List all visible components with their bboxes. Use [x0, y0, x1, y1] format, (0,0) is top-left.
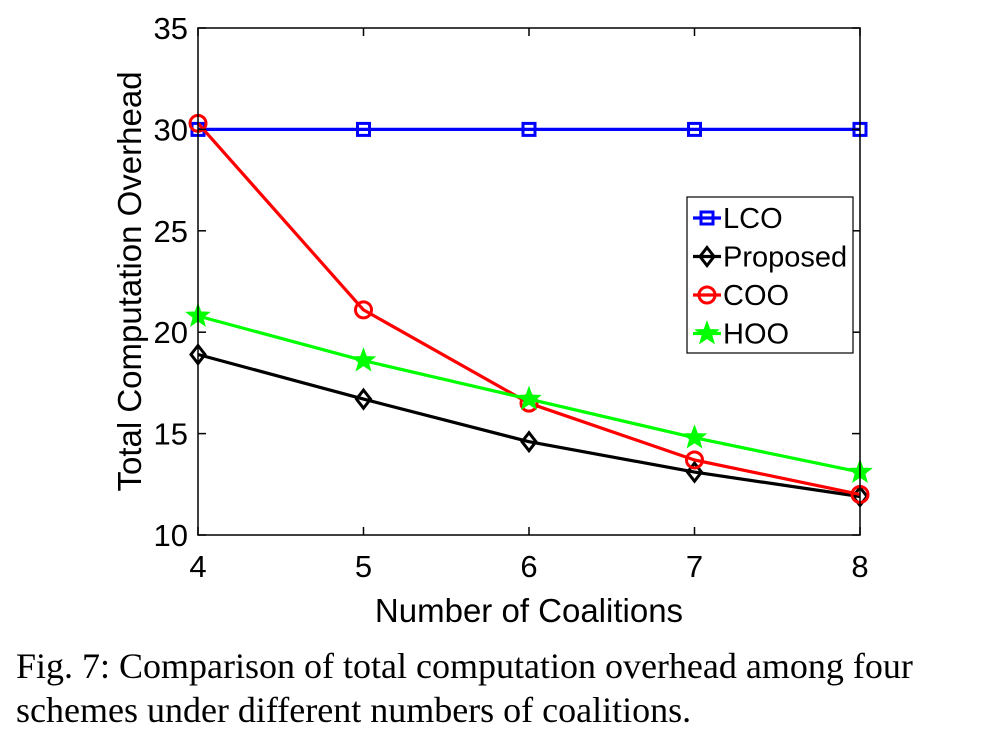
y-tick-label: 15: [154, 417, 188, 452]
data-point-proposed-6: [520, 430, 538, 454]
data-point-hoo-6: [516, 385, 542, 410]
data-point-lco-6: [521, 121, 537, 137]
data-point-proposed-7: [685, 460, 704, 484]
y-tick-label: 30: [154, 112, 188, 147]
legend-label-proposed: Proposed: [723, 242, 847, 274]
x-tick-label: 6: [520, 549, 537, 584]
series-line-proposed: [197, 352, 861, 499]
y-axis-title: Total Computation Overhead: [111, 71, 148, 491]
y-tick-label: 10: [154, 518, 188, 553]
data-point-coo-7: [685, 450, 704, 470]
data-point-hoo-7: [681, 424, 708, 449]
data-point-lco-5: [356, 121, 371, 137]
x-tick-label: 4: [189, 549, 206, 584]
data-point-lco-7: [687, 121, 702, 137]
y-tick-label: 25: [154, 214, 188, 249]
legend-marker-proposed: [698, 245, 716, 268]
data-point-coo-5: [354, 300, 373, 320]
legend-label-lco: LCO: [723, 203, 783, 235]
x-tick-label: 7: [686, 549, 703, 584]
legend-marker-hoo: [694, 320, 720, 345]
legend-label-coo: COO: [723, 280, 789, 312]
chart-figure: 4 5 6 7 8 10 15 20 25 30 35 Number of Coalitions Tot…: [111, 11, 873, 629]
line-chart: 4 5 6 7 8 10 15 20 25 30 35 Number of Coalitions Tot…: [111, 11, 873, 629]
legend-marker-lco: [699, 210, 715, 226]
x-axis-title: Number of Coalitions: [375, 592, 683, 629]
legend-marker-coo: [697, 285, 717, 305]
figure-caption: Fig. 7: Comparison of total computation …: [16, 646, 913, 730]
x-tick-label: 8: [851, 549, 868, 584]
legend-label-hoo: HOO: [723, 319, 789, 351]
y-tick-label: 20: [154, 315, 188, 350]
x-tick-label: 5: [355, 549, 372, 584]
data-point-hoo-5: [350, 347, 377, 372]
legend-box: [686, 196, 854, 354]
data-point-proposed-5: [354, 387, 373, 411]
y-tick-label: 35: [154, 11, 188, 46]
